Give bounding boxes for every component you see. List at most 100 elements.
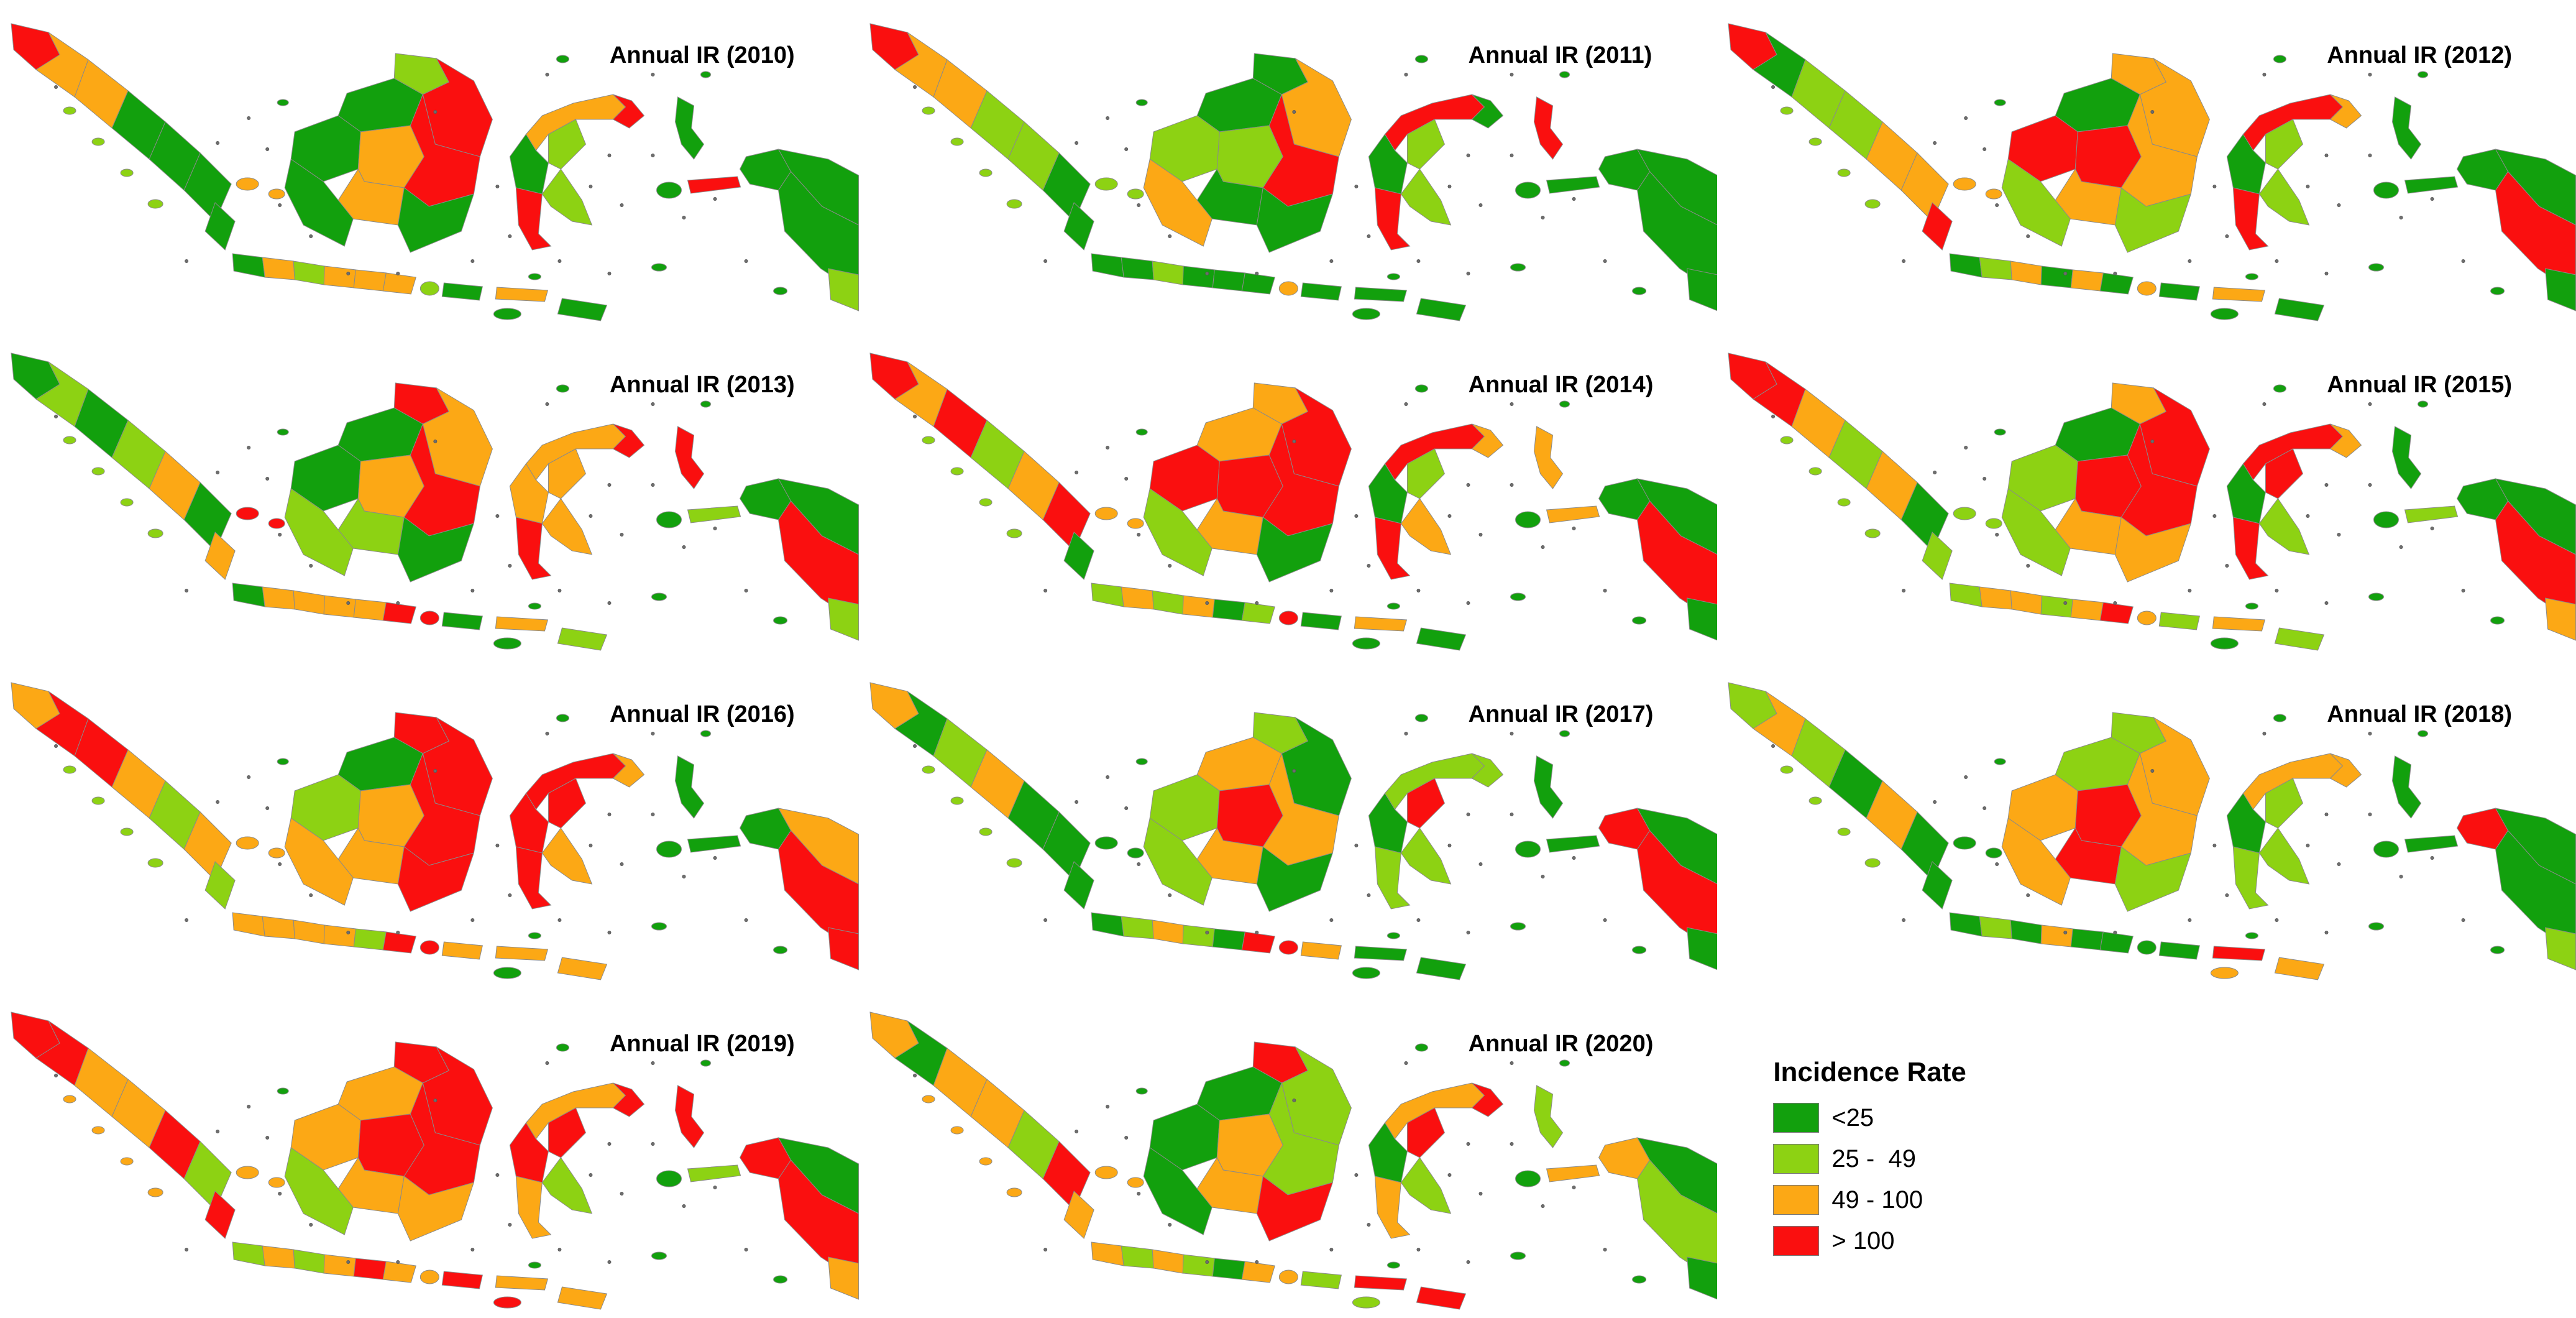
map-region bbox=[1094, 836, 1144, 859]
map-region bbox=[1922, 202, 1953, 251]
map-title-2019: Annual IR (2019) bbox=[609, 1031, 795, 1057]
map-region bbox=[353, 269, 387, 292]
map-region bbox=[323, 1254, 356, 1277]
map-region bbox=[1753, 361, 1806, 427]
map-region bbox=[1063, 202, 1094, 251]
map-region bbox=[1300, 612, 1342, 630]
map-region bbox=[2002, 159, 2071, 247]
map-region bbox=[1143, 488, 1212, 576]
map-region bbox=[1182, 265, 1215, 288]
map-panel-2018: Annual IR (2018) bbox=[1717, 659, 2576, 988]
map-region bbox=[1400, 827, 1451, 885]
map-region bbox=[557, 627, 608, 651]
map-region bbox=[1406, 119, 1445, 170]
map-region bbox=[1241, 931, 1275, 954]
map-region bbox=[2010, 260, 2043, 285]
map-region bbox=[2545, 927, 2576, 970]
map-region bbox=[1182, 595, 1215, 618]
map-region bbox=[2275, 957, 2325, 980]
map-panel-2011: Annual IR (2011) bbox=[859, 0, 1718, 330]
map-region bbox=[557, 1286, 608, 1310]
map-title-2020: Annual IR (2020) bbox=[1468, 1031, 1654, 1057]
map-region bbox=[493, 308, 521, 320]
map-region bbox=[382, 602, 416, 624]
map-region bbox=[1256, 187, 1333, 253]
map-region bbox=[1400, 168, 1451, 226]
map-region bbox=[1406, 1107, 1445, 1158]
map-region bbox=[2275, 298, 2325, 321]
map-region bbox=[1686, 927, 1718, 970]
map-region bbox=[2100, 931, 2134, 954]
indonesia-choropleth-2019 bbox=[11, 1012, 859, 1310]
map-region bbox=[1471, 753, 1503, 788]
map-region bbox=[2212, 287, 2266, 302]
map-region bbox=[2115, 187, 2192, 253]
map-region bbox=[612, 423, 645, 458]
map-region bbox=[1471, 94, 1503, 129]
map-region bbox=[1212, 599, 1245, 621]
map-region bbox=[1780, 436, 1881, 538]
map-region bbox=[232, 1242, 265, 1266]
map-region bbox=[493, 1296, 521, 1309]
map-region bbox=[1400, 1157, 1451, 1214]
map-region bbox=[1979, 586, 2013, 610]
map-region bbox=[382, 1261, 416, 1283]
map-region bbox=[1091, 1242, 1124, 1266]
map-region bbox=[1278, 1270, 1298, 1284]
map-region bbox=[1533, 426, 1563, 489]
map-region bbox=[2071, 928, 2104, 951]
map-region bbox=[1400, 498, 1451, 555]
map-region bbox=[687, 176, 741, 194]
map-region bbox=[441, 612, 483, 630]
map-region bbox=[656, 511, 682, 528]
map-region bbox=[284, 488, 354, 576]
map-region bbox=[1091, 583, 1124, 607]
indonesia-choropleth-2013 bbox=[11, 353, 859, 651]
map-region bbox=[262, 916, 295, 939]
map-region bbox=[2137, 940, 2157, 955]
map-region bbox=[293, 1249, 325, 1274]
map-region bbox=[2041, 265, 2074, 288]
map-region bbox=[509, 1122, 549, 1183]
map-region bbox=[1406, 778, 1445, 829]
map-region bbox=[541, 1157, 593, 1214]
map-region bbox=[922, 1095, 1022, 1197]
map-region bbox=[1949, 912, 1983, 937]
map-region bbox=[2404, 176, 2459, 194]
legend-swatch-lt25 bbox=[1773, 1103, 1820, 1133]
map-region bbox=[1063, 861, 1094, 910]
map-region bbox=[1515, 511, 1541, 528]
map-region bbox=[2259, 168, 2310, 226]
map-region bbox=[1152, 1249, 1184, 1274]
legend-item-25-49: 25 - 49 bbox=[1773, 1144, 1966, 1174]
map-region bbox=[353, 599, 387, 621]
map-region bbox=[382, 931, 416, 954]
map-region bbox=[1979, 916, 2013, 939]
legend-label-lt25: <25 bbox=[1831, 1104, 1874, 1131]
map-title-2015: Annual IR (2015) bbox=[2327, 372, 2513, 398]
map-region bbox=[284, 159, 354, 247]
map-region bbox=[2227, 793, 2267, 854]
map-region bbox=[1953, 836, 2003, 859]
map-region bbox=[1533, 1085, 1563, 1148]
map-region bbox=[1953, 507, 2003, 529]
map-region bbox=[1352, 967, 1380, 979]
map-region bbox=[2211, 967, 2239, 979]
map-region bbox=[2100, 272, 2134, 295]
map-region bbox=[675, 755, 705, 819]
map-region bbox=[284, 818, 354, 906]
indonesia-choropleth-2010 bbox=[11, 23, 859, 321]
map-region bbox=[1352, 637, 1380, 650]
map-region bbox=[1780, 765, 1881, 868]
map-region bbox=[1091, 912, 1124, 937]
map-region bbox=[1212, 1258, 1245, 1280]
map-panel-2015: Annual IR (2015) bbox=[1717, 330, 2576, 659]
map-region bbox=[1094, 1166, 1144, 1188]
map-region bbox=[1121, 916, 1154, 939]
map-region bbox=[323, 265, 356, 288]
map-panel-2019: Annual IR (2019) bbox=[0, 988, 859, 1318]
map-region bbox=[1091, 253, 1124, 278]
map-region bbox=[1416, 957, 1466, 980]
